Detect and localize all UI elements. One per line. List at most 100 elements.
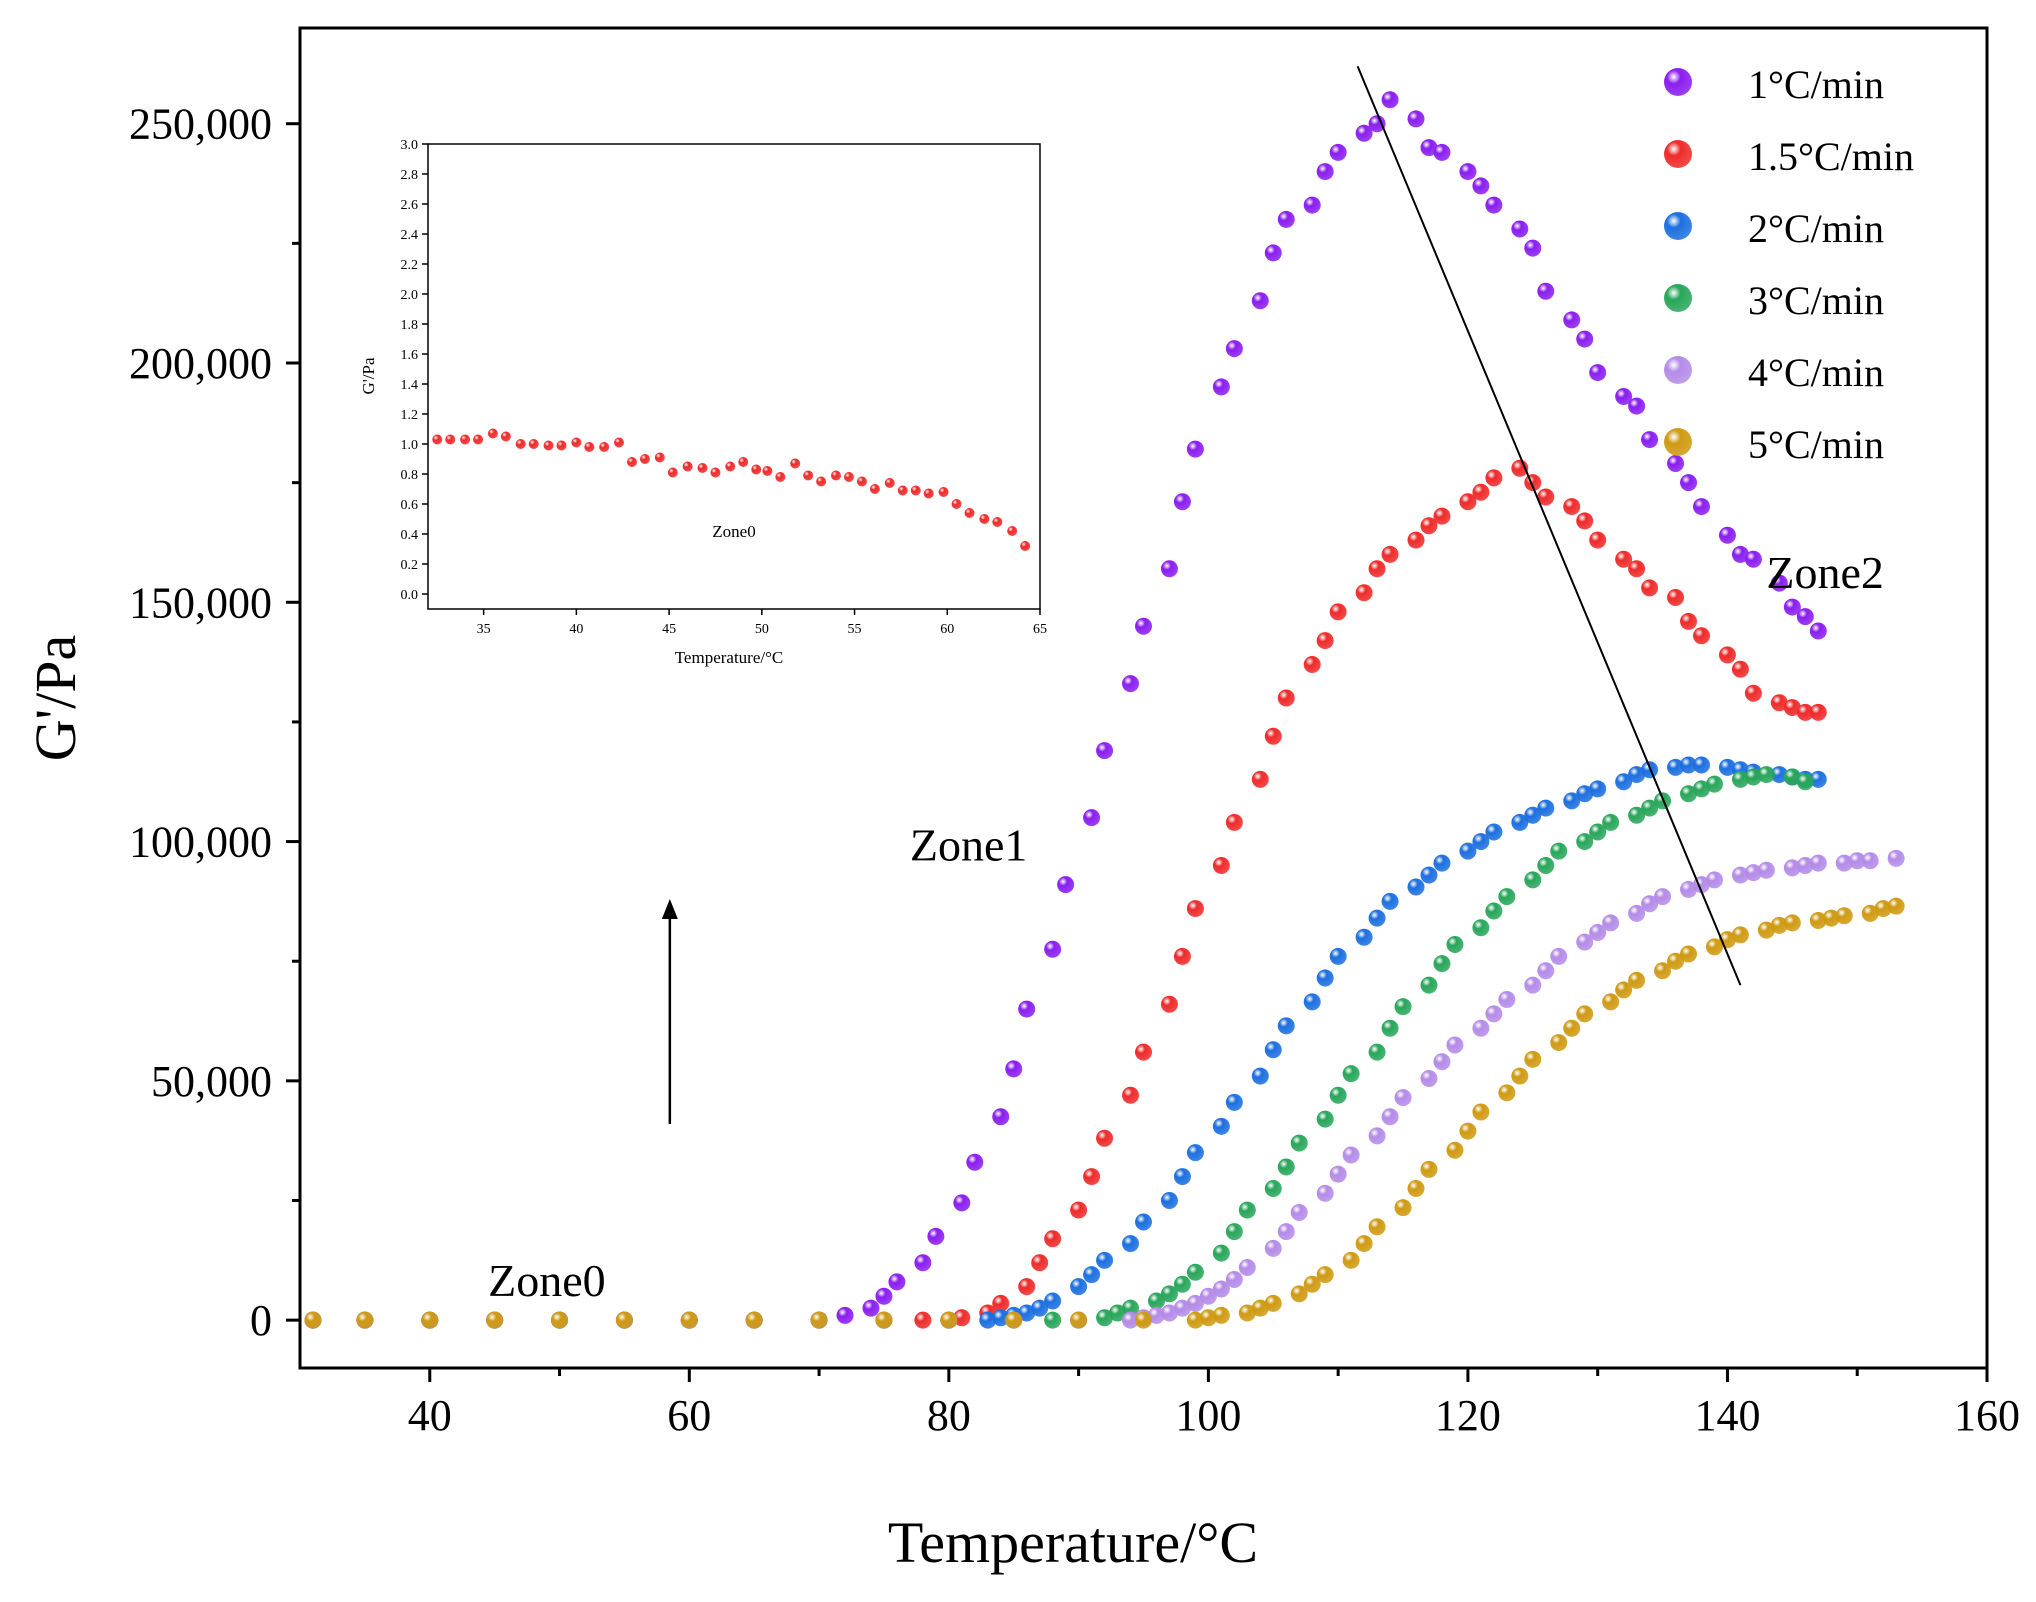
data-point [1511,220,1529,238]
legend-marker-4 [1664,284,1692,312]
inset-data-point [751,464,762,475]
data-point [1524,871,1542,889]
legend-label-3: 2°C/min [1748,206,1884,251]
data-point [304,1311,322,1329]
data-point [1407,1180,1425,1198]
inset-y-tick-label: 1.2 [401,408,419,423]
data-point [1031,1254,1049,1272]
data-point [1173,1275,1191,1293]
data-point [1770,574,1788,592]
data-point [966,1153,984,1171]
data-point [1796,608,1814,626]
data-point [1160,560,1178,578]
data-point [1186,900,1204,918]
data-point [1680,880,1698,898]
data-point [1407,531,1425,549]
data-point [1070,1201,1088,1219]
data-point [1628,806,1646,824]
data-point [1472,483,1490,501]
data-point [1770,766,1788,784]
legend-entry: 5°C/min [1664,422,1884,467]
data-point [1589,364,1607,382]
data-point [1680,474,1698,492]
data-point [1355,928,1373,946]
data-point [1861,904,1879,922]
data-point [1277,1223,1295,1241]
legend: 1°C/min 1.5°C/min 2°C/min 3°C/min 4°C/mi… [1664,62,1914,467]
data-point [1342,1251,1360,1269]
data-point [1602,813,1620,831]
data-point [1083,1168,1101,1186]
data-point [1693,627,1711,645]
data-point [1212,1306,1230,1324]
inset-chart: 35 40 45 50 55 60 65 0.0 0.2 0.4 0.6 0.8 1.0 1.2 1.4 1.… [359,138,1047,667]
inset-y-tick-label: 1.0 [401,438,419,453]
data-point [1342,1146,1360,1164]
data-point [1122,1235,1140,1253]
data-point [1835,907,1853,925]
data-point [1796,857,1814,874]
data-point [1731,926,1749,944]
data-point [1173,493,1191,511]
data-point [1420,866,1438,884]
data-point [1264,1041,1282,1059]
inset-data-point [910,485,921,496]
inset-data-point [543,440,554,451]
inset-y-tick-label: 1.4 [401,378,419,393]
up-arrow [661,899,678,1124]
data-point [1212,857,1230,874]
main-axes: 40 60 80 100 120 140 160 0 50,000 100,000 150,000 2… [129,100,2020,1440]
data-point [1433,143,1451,161]
data-point [1212,1244,1230,1262]
legend-entry: 1°C/min [1664,62,1884,107]
data-point [1083,1266,1101,1284]
data-point [1602,914,1620,932]
data-point [1225,1093,1243,1111]
y-tick-label: 150,000 [129,578,272,627]
data-point [1122,675,1140,693]
data-point [1433,507,1451,525]
data-point [1809,703,1827,721]
data-point [1641,579,1659,597]
data-point [1018,1304,1036,1322]
data-point [1498,888,1516,906]
data-point [1783,768,1801,786]
data-point [1783,914,1801,932]
data-point [356,1311,374,1329]
inset-data-point [938,487,949,497]
data-point [1096,1309,1114,1327]
inset-data-point [816,476,827,487]
data-point [1757,861,1775,879]
legend-label-4: 3°C/min [1748,278,1884,323]
data-point [1615,388,1633,405]
inset-y-tick-label: 2.2 [401,258,419,273]
inset-data-point [979,514,990,524]
data-point [1641,799,1659,817]
data-point [1770,916,1788,934]
data-point [1316,1266,1334,1284]
series-3 [304,756,1827,1329]
data-point [992,1309,1010,1327]
inset-data-point [884,478,895,488]
y-tick-label: 50,000 [151,1057,272,1106]
data-point [1783,699,1801,717]
inset-data-point [445,434,456,445]
data-point [1083,809,1101,827]
data-point [1705,871,1723,889]
data-point [1186,440,1204,458]
inset-data-point [803,470,814,481]
data-point [1251,1299,1269,1317]
data-point [914,1254,932,1272]
data-point [914,1311,932,1329]
data-point [1277,210,1295,228]
inset-y-tick-label: 2.6 [401,198,419,213]
data-point [1044,1230,1062,1248]
x-tick-label: 100 [1175,1391,1241,1440]
legend-label-1: 1°C/min [1748,62,1884,107]
data-point [1680,612,1698,630]
data-point [1225,813,1243,831]
data-point [1472,177,1490,195]
data-point [1186,1294,1204,1312]
inset-data-point [869,484,880,494]
